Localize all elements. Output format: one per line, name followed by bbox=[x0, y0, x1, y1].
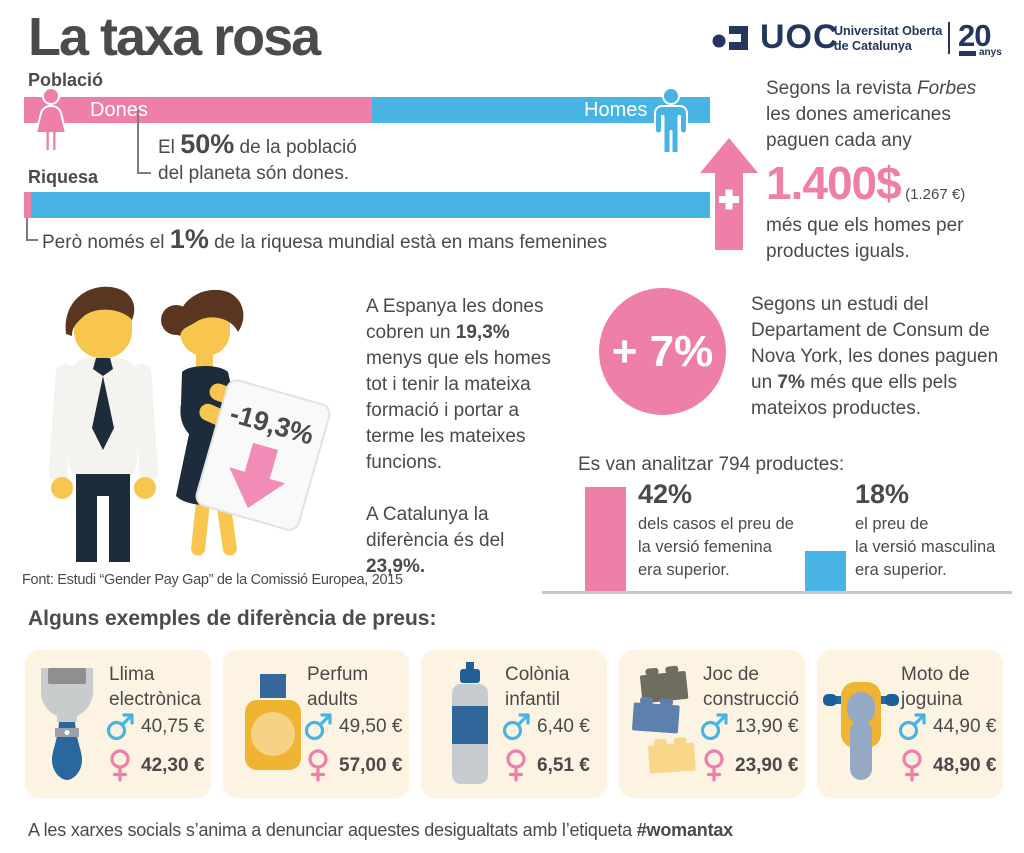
source-note: Font: Estudi “Gender Pay Gap” de la Comi… bbox=[22, 572, 403, 588]
male-symbol-icon bbox=[106, 713, 134, 741]
pay-gap-illustration: -19,3% bbox=[48, 286, 331, 562]
catalonia-paygap-value: 23,9%. bbox=[366, 556, 426, 577]
population-bar: Dones Homes bbox=[24, 97, 710, 123]
uoc-name-line1: Universitat Oberta bbox=[834, 24, 943, 38]
population-section-label: Població bbox=[28, 70, 104, 90]
population-bar-men-segment bbox=[372, 97, 710, 123]
wealth-callout-value: 1% bbox=[169, 224, 209, 254]
wealth-callout-connector bbox=[26, 218, 38, 241]
building-blocks-icon bbox=[632, 665, 696, 774]
female-symbol-icon bbox=[506, 749, 526, 782]
female-symbol-icon bbox=[110, 749, 130, 782]
population-callout: El 50% de la població del planeta són do… bbox=[158, 129, 357, 185]
pay-gap-card: -19,3% bbox=[195, 379, 331, 531]
electric-file-icon bbox=[41, 668, 93, 780]
man-pictogram-icon bbox=[654, 87, 688, 154]
male-superior-value: 18% bbox=[855, 479, 910, 509]
logo-divider bbox=[948, 22, 950, 54]
product-card-joc: Joc de construcció 13,90 € 23,90 € bbox=[619, 650, 805, 798]
footer-hashtag-line: A les xarxes socials s’anima a denunciar… bbox=[28, 820, 733, 840]
chart-baseline bbox=[542, 591, 1012, 594]
increase-arrow-icon bbox=[700, 138, 758, 250]
male-price: 40,75 € bbox=[141, 716, 205, 737]
wealth-callout: Però només el 1% de la riquesa mundial e… bbox=[42, 224, 608, 254]
male-price: 44,90 € bbox=[933, 716, 997, 737]
down-arrow-icon bbox=[229, 442, 286, 508]
male-price: 13,90 € bbox=[735, 716, 799, 737]
examples-heading: Alguns exemples de diferència de preus: bbox=[28, 607, 437, 630]
wealth-bar-women-segment bbox=[24, 192, 31, 218]
male-symbol-icon bbox=[898, 713, 926, 741]
product-card-perfum: Perfum adults 49,50 € 57,00 € bbox=[223, 650, 409, 798]
forbes-magazine-name: Forbes bbox=[917, 78, 977, 99]
female-price: 42,30 € bbox=[141, 755, 205, 776]
nyc-study-value: 7% bbox=[777, 372, 805, 393]
woman-pictogram-icon bbox=[35, 87, 67, 152]
uoc-years-number: 20 bbox=[958, 18, 991, 53]
uoc-logo-icon bbox=[712, 26, 748, 50]
male-symbol-icon bbox=[502, 713, 530, 741]
male-price: 6,40 € bbox=[537, 716, 590, 737]
analysis-heading: Es van analitzar 794 productes: bbox=[578, 454, 845, 475]
uoc-name-line2: de Catalunya bbox=[834, 39, 912, 53]
forbes-amount: 1.400$ bbox=[766, 157, 902, 209]
spain-paygap-value: 19,3% bbox=[455, 322, 510, 343]
female-price: 48,90 € bbox=[933, 755, 997, 776]
forbes-amount-eur: (1.267 €) bbox=[905, 186, 966, 203]
female-symbol-icon bbox=[308, 749, 328, 782]
female-symbol-icon bbox=[902, 749, 922, 782]
female-price: 23,90 € bbox=[735, 755, 799, 776]
forbes-note: Segons la revista Forbes les dones ameri… bbox=[766, 78, 977, 262]
wealth-section-label: Riquesa bbox=[28, 167, 99, 187]
product-card-moto: Moto de joguina 44,90 € 48,90 € bbox=[817, 650, 1003, 798]
uoc-years-label: anys bbox=[979, 47, 1002, 58]
women-bar-label: Dones bbox=[90, 99, 148, 121]
uoc-logo: UOC Universitat Oberta de Catalunya 20 a… bbox=[712, 12, 1012, 62]
male-superior-desc: el preu de la versió masculina era super… bbox=[855, 515, 996, 579]
plus7-badge: + 7% bbox=[599, 288, 726, 415]
wealth-bar-men-segment bbox=[31, 192, 710, 218]
hashtag: #womantax bbox=[636, 820, 733, 840]
toy-motorcycle-icon bbox=[823, 682, 899, 780]
wealth-bar bbox=[24, 192, 710, 218]
uoc-acronym: UOC bbox=[760, 18, 839, 56]
female-superior-bar bbox=[585, 487, 626, 591]
male-superior-bar bbox=[805, 551, 846, 591]
population-callout-connector bbox=[137, 110, 151, 174]
product-card-colonia: Colònia infantil 6,40 € 6,51 € bbox=[421, 650, 607, 798]
nyc-study-text: Segons un estudi del Departament de Cons… bbox=[751, 294, 999, 419]
female-superior-value: 42% bbox=[638, 479, 693, 509]
perfume-bottle-icon bbox=[245, 674, 301, 770]
female-superior-desc: dels casos el preu de la versió femenina… bbox=[638, 515, 794, 579]
male-symbol-icon bbox=[700, 713, 728, 741]
female-price: 6,51 € bbox=[537, 755, 590, 776]
population-callout-value: 50% bbox=[180, 129, 235, 159]
uoc-years-underline bbox=[959, 51, 976, 56]
female-price: 57,00 € bbox=[339, 755, 403, 776]
man-figure bbox=[48, 286, 159, 562]
population-bar-women-segment bbox=[24, 97, 372, 123]
male-price: 49,50 € bbox=[339, 716, 403, 737]
page-title: La taxa rosa bbox=[28, 7, 321, 67]
cologne-bottle-icon bbox=[452, 662, 488, 784]
men-bar-label: Homes bbox=[584, 99, 648, 121]
female-symbol-icon bbox=[704, 749, 724, 782]
male-symbol-icon bbox=[304, 713, 332, 741]
spain-paygap-text: A Espanya les dones cobren un 19,3% meny… bbox=[366, 296, 551, 577]
product-card-llima: Llima electrònica 40,75 € 42,30 € bbox=[25, 650, 211, 798]
